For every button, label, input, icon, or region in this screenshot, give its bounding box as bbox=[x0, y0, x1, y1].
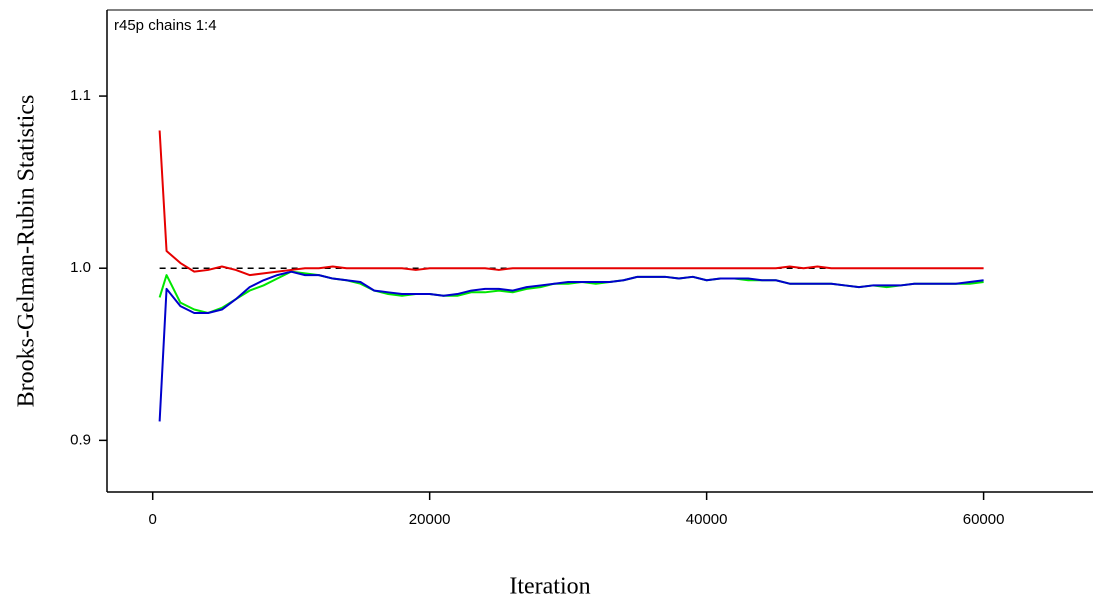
chart-title: r45p chains 1:4 bbox=[114, 17, 217, 34]
x-tick-label: 40000 bbox=[686, 511, 728, 528]
series-line bbox=[158, 270, 984, 422]
y-tick-label: 1.0 bbox=[70, 259, 91, 276]
y-tick-label: 0.9 bbox=[70, 431, 91, 448]
x-axis-label: Iteration bbox=[509, 574, 590, 600]
series-line bbox=[158, 130, 984, 277]
y-tick-label: 1.1 bbox=[70, 87, 91, 104]
y-axis-label: Brooks-Gelman-Rubin Statistics bbox=[14, 95, 40, 408]
series-line bbox=[158, 270, 984, 314]
x-tick-label: 0 bbox=[149, 511, 157, 528]
x-tick-label: 20000 bbox=[409, 511, 451, 528]
x-tick-label: 60000 bbox=[963, 511, 1005, 528]
